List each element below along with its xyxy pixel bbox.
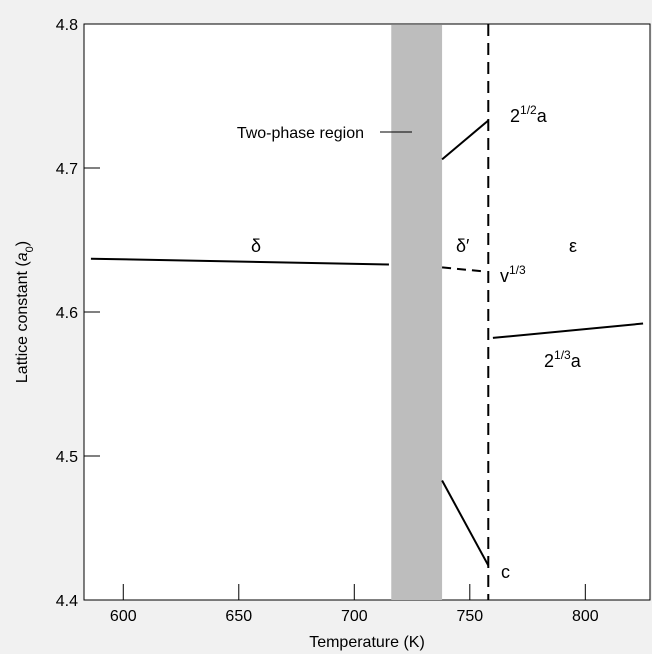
- y-tick-label: 4.6: [56, 305, 78, 322]
- c-line: [441, 480, 490, 566]
- y-tick-label: 4.7: [56, 161, 78, 178]
- x-tick-label: 750: [456, 608, 483, 625]
- two-phase-region: [391, 25, 443, 600]
- shaded-region-layer: [391, 25, 443, 600]
- x-axis-title: Temperature (K): [309, 634, 425, 651]
- root3-a-label: 21/3a: [544, 348, 582, 371]
- x-tick-label: 700: [341, 608, 368, 625]
- y-tick-label: 4.5: [56, 449, 78, 466]
- root3-a-line: [492, 322, 644, 339]
- axis-ticks: 600 650 700 750 800 4.4 4.5 4.6 4.7 4.8: [56, 17, 599, 625]
- delta-label: δ: [251, 236, 261, 256]
- plot-area: [83, 23, 651, 601]
- y-tick-label: 4.8: [56, 17, 78, 34]
- epsilon-label: ε: [569, 236, 577, 256]
- x-tick-label: 650: [225, 608, 252, 625]
- delta-prime-label: δ′: [456, 236, 470, 256]
- y-axis-title: Lattice constant (a0): [14, 241, 36, 383]
- two-phase-region-label: Two-phase region: [237, 125, 364, 142]
- root2-a-line: [441, 119, 489, 161]
- y-tick-label: 4.4: [56, 593, 78, 610]
- delta-line: [90, 257, 389, 266]
- v-one-third-label: v1/3: [500, 263, 526, 286]
- x-tick-label: 600: [110, 608, 137, 625]
- x-tick-label: 800: [572, 608, 599, 625]
- delta-prime-line: [441, 266, 487, 273]
- c-label: c: [501, 562, 510, 582]
- root2-a-label: 21/2a: [510, 103, 548, 126]
- series-layer: [90, 24, 644, 600]
